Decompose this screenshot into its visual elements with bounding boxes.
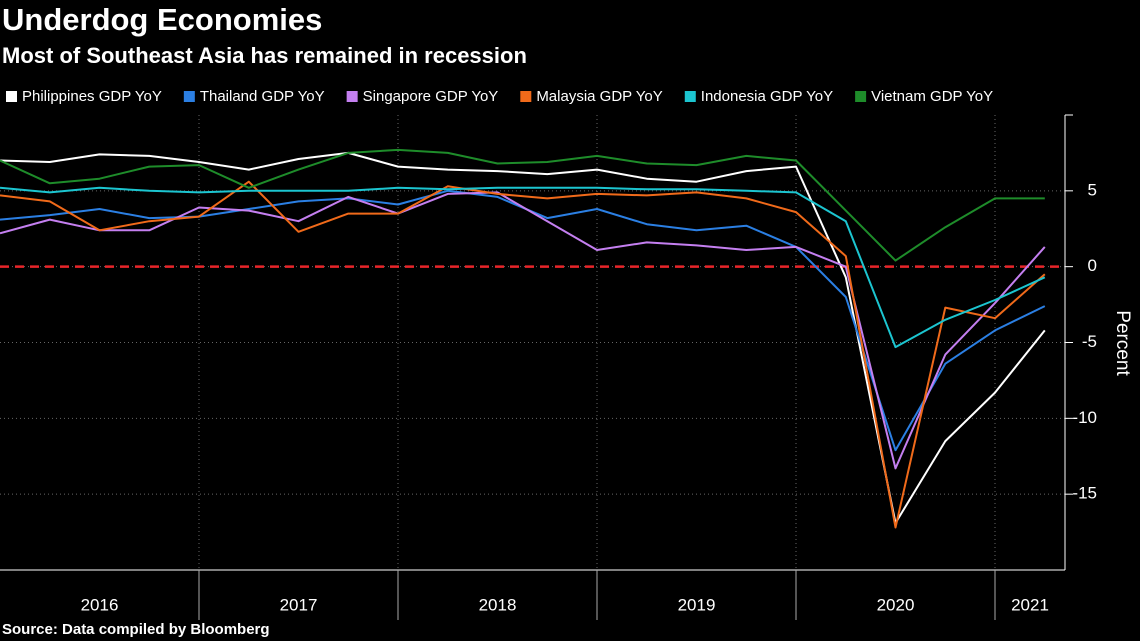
x-tick-label: 2018	[479, 595, 517, 614]
x-tick-label: 2020	[877, 595, 915, 614]
source: Source: Data compiled by Bloomberg	[2, 621, 270, 638]
x-tick-label: 2019	[678, 595, 716, 614]
series-line	[0, 186, 1046, 349]
legend-label: Philippines GDP YoY	[22, 88, 162, 105]
y-tick-label: -15	[1072, 484, 1097, 503]
legend-swatch	[855, 91, 867, 102]
y-axis-label: Percent	[1112, 310, 1133, 376]
legend-swatch	[684, 91, 696, 102]
series-line	[0, 189, 1046, 452]
series-line	[0, 180, 1046, 529]
y-tick-label: 0	[1088, 256, 1097, 275]
x-tick-label: 2021	[1011, 595, 1049, 614]
y-tick-label: -10	[1072, 408, 1097, 427]
x-tick-label: 2017	[280, 595, 318, 614]
legend-swatch	[6, 91, 17, 102]
legend-swatch	[520, 91, 532, 102]
chart-title: Underdog Economies	[2, 2, 322, 37]
legend-label: Thailand GDP YoY	[200, 88, 325, 105]
legend-label: Vietnam GDP YoY	[871, 88, 993, 105]
legend-label: Indonesia GDP YoY	[701, 88, 833, 105]
series-line	[0, 151, 1046, 524]
legend-swatch	[346, 91, 358, 102]
series-line	[0, 148, 1045, 262]
y-tick-label: -5	[1082, 332, 1097, 351]
legend-label: Singapore GDP YoY	[363, 88, 499, 105]
x-tick-label: 2016	[81, 595, 119, 614]
legend-swatch	[183, 91, 195, 102]
legend-label: Malaysia GDP YoY	[536, 88, 662, 105]
y-tick-label: 5	[1088, 180, 1097, 199]
chart-subtitle: Most of Southeast Asia has remained in r…	[2, 43, 527, 68]
